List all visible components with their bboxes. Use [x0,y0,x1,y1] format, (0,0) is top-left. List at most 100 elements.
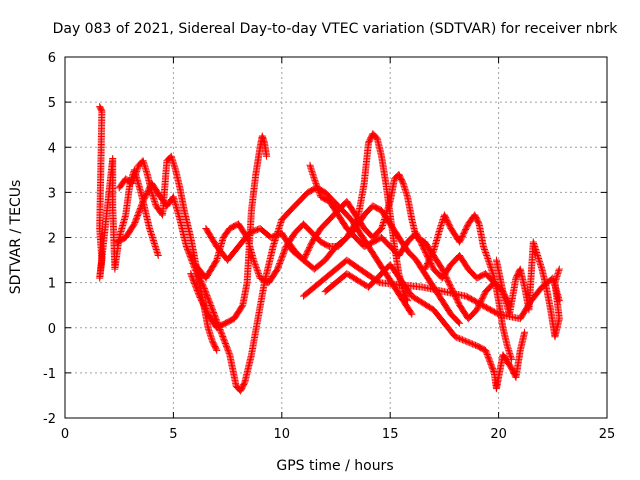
axis-ticks: 0 5 10 15 20 25 -2 -1 0 1 2 3 4 5 6 [43,51,615,442]
data-point [131,172,139,180]
data-point [134,164,142,172]
data-point [457,335,465,343]
data-point [251,261,259,269]
data-point [250,258,258,266]
data-point [314,184,322,192]
data-point [251,259,259,267]
series-s11 [492,238,563,341]
data-point [482,250,490,258]
data-point [130,175,138,183]
data-point [312,181,320,189]
y-tick-label: 5 [48,96,56,111]
y-tick-label: 1 [48,277,56,292]
data-point [456,335,464,343]
data-point [485,258,493,266]
data-point [555,265,563,273]
x-tick-label: 25 [599,427,616,442]
data-point [254,270,262,278]
data-point [315,187,323,195]
x-tick-label: 20 [490,427,507,442]
data-point [316,190,324,198]
x-axis-label: GPS time / hours [276,458,393,474]
data-point [133,166,141,174]
data-point [481,247,489,255]
series-s2 [115,152,221,354]
y-tick-label: 2 [48,232,56,247]
data-point [555,297,563,305]
data-point [311,176,319,184]
data-point [493,309,501,317]
data-point [464,338,472,346]
data-point [483,252,491,260]
data-point [374,278,382,286]
data-point [403,295,411,303]
data-point [310,175,318,183]
data-point [467,339,475,347]
data-point [456,319,464,327]
data-point [312,179,320,187]
data-point [313,182,321,190]
data-point [407,309,415,317]
grid-lines [65,57,607,418]
data-point [315,188,323,196]
data-point [404,297,412,305]
chart-title: Day 083 of 2021, Sidereal Day-to-day VTE… [53,21,619,37]
data-point [131,170,139,178]
data-point [132,169,140,177]
data-point [408,310,416,318]
data-point [429,248,437,256]
data-point [129,178,137,186]
data-point [490,367,498,375]
y-tick-label: 4 [48,141,56,156]
y-tick-label: 6 [48,51,56,66]
data-point [225,349,233,357]
data-point [314,185,322,193]
data-point [480,244,488,252]
data-point [252,264,260,272]
data-point [466,339,474,347]
data-point [469,340,477,348]
x-tick-label: 10 [274,427,291,442]
data-point [253,265,261,273]
data-point [133,167,141,175]
data-point [213,346,221,354]
data-point [463,338,471,346]
data-point [451,333,459,341]
data-point [479,243,487,251]
x-tick-label: 15 [382,427,399,442]
data-point [460,336,468,344]
data-point [470,341,478,349]
data-point [311,178,319,186]
y-tick-label: 0 [48,322,56,337]
data-point [458,336,466,344]
data-point [212,345,220,353]
data-point [461,337,469,345]
x-tick-label: 0 [61,427,69,442]
series-s9 [421,211,516,363]
data-point [454,334,462,342]
data-point [482,249,490,257]
data-point [129,176,137,184]
y-axis-label: SDTVAR / TECUs [8,180,24,295]
data-point [154,252,162,260]
data-point [483,253,491,261]
y-tick-label: -1 [43,367,56,382]
data-point [484,255,492,263]
data-point [255,271,263,279]
data-point [128,179,136,187]
series-s12 [299,256,563,323]
data-points [96,103,563,395]
x-tick-label: 5 [169,427,177,442]
data-point [454,318,462,326]
data-point [254,268,262,276]
data-point [253,267,261,275]
data-point [481,246,489,254]
data-point [484,256,492,264]
data-point [263,152,271,160]
data-point [485,259,493,267]
data-point [521,328,529,336]
series-s4 [187,132,271,332]
data-point [130,173,138,181]
y-tick-label: 3 [48,186,56,201]
